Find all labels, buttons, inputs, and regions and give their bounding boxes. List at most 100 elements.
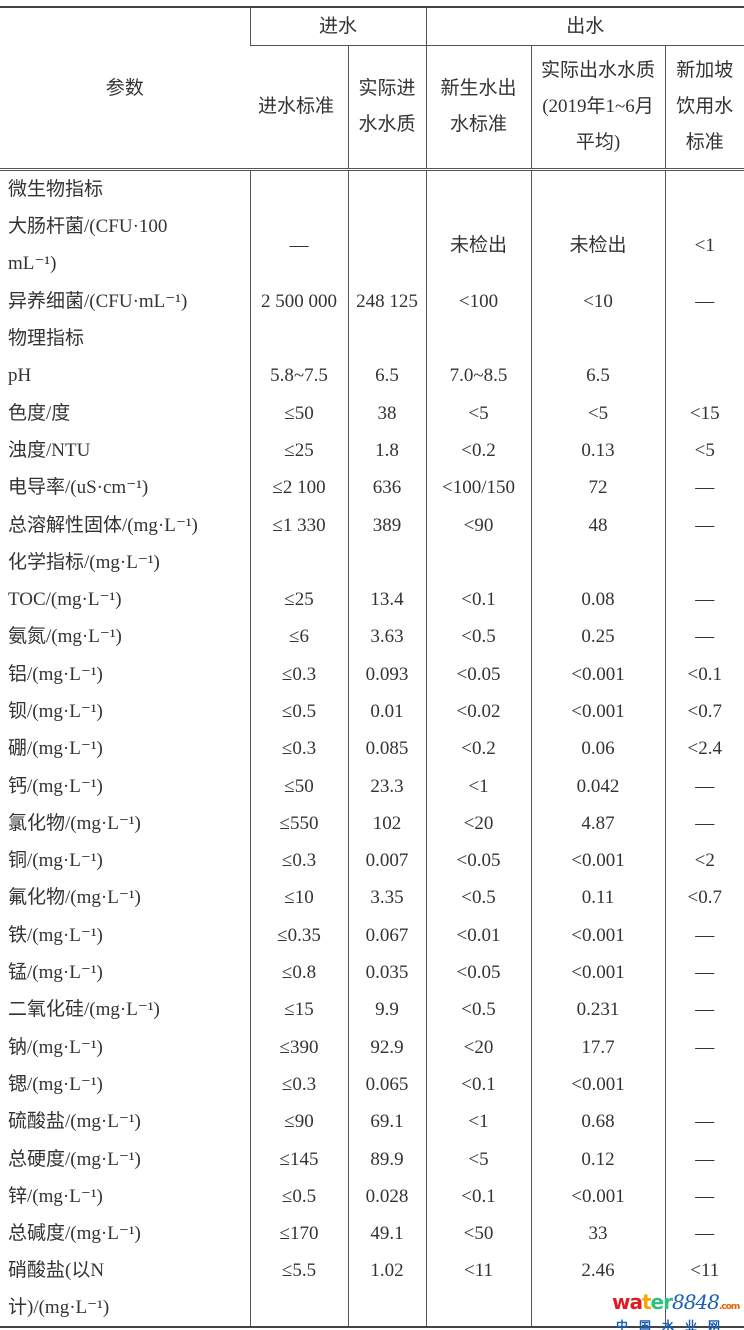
header-group-outlet: 出水	[425, 6, 744, 46]
cell-inlet-standard: ≤50	[249, 767, 348, 805]
cell-inlet-standard: ≤5.5	[249, 1252, 348, 1328]
cell-inlet-standard: ≤0.8	[249, 953, 348, 992]
param-label: 浊度/NTU	[8, 439, 91, 461]
cell-inlet-standard: ≤25	[249, 431, 348, 470]
cell-actual-outlet: 0.13	[530, 431, 666, 470]
cell-inlet-standard: ≤0.3	[249, 1065, 348, 1104]
table-row: 钙/(mg·L⁻¹) ≤50 23.3 <1 0.042—	[0, 767, 744, 805]
cell-actual-inlet: 92.9	[347, 1028, 427, 1066]
cell-inlet-standard: ≤170	[249, 1215, 348, 1253]
cell-newater-standard: <1	[425, 1103, 532, 1141]
param-label: 硼/(mg·L⁻¹)	[8, 738, 103, 760]
param-label: 二氧化硅/(mg·L⁻¹)	[8, 999, 160, 1021]
table-row: 浊度/NTU ≤25 1.8 <0.2 0.13 <5	[0, 431, 744, 470]
cell-actual-inlet: 13.4	[347, 580, 427, 619]
cell-newater-standard: <0.1	[425, 1177, 532, 1216]
header-actual-inlet: 实际进水水质	[347, 45, 427, 170]
cell-newater-standard: <0.01	[425, 916, 532, 954]
cell-actual-inlet: 0.01	[347, 692, 427, 731]
cell-actual-outlet: 0.11	[530, 879, 666, 917]
cell-newater-standard	[425, 169, 532, 208]
table-row: 色度/度 ≤50 38 <5 <5 <15	[0, 394, 744, 432]
cell-newater-standard: <0.05	[425, 953, 532, 992]
section-row: 微生物指标	[0, 169, 744, 208]
param-label: 物理指标	[8, 328, 85, 350]
cell-newater-standard: <5	[425, 394, 532, 432]
cell-newater-standard: <0.1	[425, 580, 532, 619]
cell-actual-outlet: 17.7	[530, 1028, 666, 1066]
param-label: 化学指标/(mg·L⁻¹)	[8, 551, 160, 573]
header-actual-outlet: 实际出水水质(2019年1~6月平均)	[530, 45, 666, 170]
table-row: 异养细菌/(CFU·mL⁻¹) 2 500 000 248 125 <100 <10—	[0, 282, 744, 320]
cell-inlet-standard: ≤15	[249, 991, 348, 1029]
cell-singapore-standard	[664, 357, 744, 395]
cell-actual-outlet: 0.25	[530, 618, 666, 656]
cell-singapore-standard: —	[664, 1215, 744, 1253]
cell-actual-inlet: 3.35	[347, 879, 427, 917]
cell-actual-inlet: 1.02	[347, 1252, 427, 1328]
cell-actual-inlet: 1.8	[347, 431, 427, 470]
cell-actual-outlet: 2.46	[530, 1252, 666, 1328]
cell-singapore-standard: <5	[664, 431, 744, 470]
cell-newater-standard: <0.05	[425, 842, 532, 880]
cell-actual-inlet: 0.007	[347, 842, 427, 880]
cell-actual-outlet: <0.001	[530, 916, 666, 954]
cell-inlet-standard: ≤10	[249, 879, 348, 917]
cell-actual-inlet: 89.9	[347, 1140, 427, 1178]
cell-actual-outlet: 33	[530, 1215, 666, 1253]
cell-inlet-standard: ≤0.3	[249, 842, 348, 880]
cell-inlet-standard	[249, 319, 348, 358]
cell-actual-inlet: 3.63	[347, 618, 427, 656]
cell-inlet-standard: ≤145	[249, 1140, 348, 1178]
cell-inlet-standard: —	[249, 208, 348, 283]
table-row: 锌/(mg·L⁻¹) ≤0.5 0.028 <0.1 <0.001—	[0, 1177, 744, 1216]
cell-singapore-standard	[664, 543, 744, 581]
cell-newater-standard	[425, 319, 532, 358]
cell-actual-outlet: 0.042	[530, 767, 666, 805]
cell-actual-outlet: 未检出	[530, 208, 666, 283]
table-row: 氟化物/(mg·L⁻¹) ≤10 3.35 <0.5 0.11 <0.7	[0, 879, 744, 917]
cell-singapore-standard: <15	[664, 394, 744, 432]
cell-actual-inlet: 0.085	[347, 730, 427, 768]
param-label: 钠/(mg·L⁻¹)	[8, 1036, 103, 1058]
cell-singapore-standard: —	[664, 1177, 744, 1216]
cell-newater-standard: <100	[425, 282, 532, 320]
cell-newater-standard: <0.2	[425, 431, 532, 470]
cell-singapore-standard: <0.1	[664, 655, 744, 693]
cell-singapore-standard: <2.4	[664, 730, 744, 768]
cell-singapore-standard: —	[664, 618, 744, 656]
param-label: 锰/(mg·L⁻¹)	[8, 962, 103, 984]
cell-inlet-standard: ≤25	[249, 580, 348, 619]
param-label: 氯化物/(mg·L⁻¹)	[8, 812, 141, 834]
cell-actual-inlet	[347, 169, 427, 208]
table-row: 铁/(mg·L⁻¹) ≤0.35 0.067 <0.01 <0.001—	[0, 916, 744, 954]
cell-singapore-standard: <0.7	[664, 879, 744, 917]
cell-actual-outlet: 72	[530, 469, 666, 507]
table-row: 氨氮/(mg·L⁻¹) ≤6 3.63 <0.5 0.25—	[0, 618, 744, 656]
cell-newater-standard: <0.5	[425, 879, 532, 917]
table-row: TOC/(mg·L⁻¹) ≤25 13.4 <0.1 0.08—	[0, 580, 744, 619]
cell-actual-inlet: 49.1	[347, 1215, 427, 1253]
cell-actual-inlet: 0.028	[347, 1177, 427, 1216]
cell-actual-inlet: 0.067	[347, 916, 427, 954]
cell-actual-inlet: 6.5	[347, 357, 427, 395]
cell-newater-standard: 7.0~8.5	[425, 357, 532, 395]
param-label: 总碱度/(mg·L⁻¹)	[8, 1223, 141, 1245]
cell-newater-standard: <0.1	[425, 1065, 532, 1104]
param-label: 微生物指标	[8, 179, 104, 200]
param-label: 铜/(mg·L⁻¹)	[8, 850, 103, 872]
cell-actual-outlet: 4.87	[530, 804, 666, 843]
cell-singapore-standard: —	[664, 282, 744, 320]
header-param: 参数	[0, 6, 250, 170]
cell-singapore-standard: —	[664, 506, 744, 544]
cell-inlet-standard: ≤0.35	[249, 916, 348, 954]
cell-newater-standard: <50	[425, 1215, 532, 1253]
cell-newater-standard: <5	[425, 1140, 532, 1178]
cell-newater-standard: <90	[425, 506, 532, 544]
cell-inlet-standard: ≤390	[249, 1028, 348, 1066]
param-label: 色度/度	[8, 402, 71, 424]
header-singapore-standard: 新加坡饮用水标准	[664, 45, 744, 170]
cell-inlet-standard: ≤50	[249, 394, 348, 432]
cell-actual-outlet: <0.001	[530, 953, 666, 992]
cell-actual-outlet: 0.231	[530, 991, 666, 1029]
